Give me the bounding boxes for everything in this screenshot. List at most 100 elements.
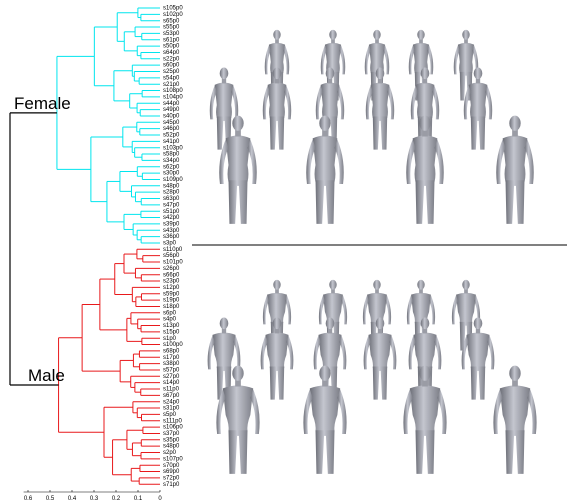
torso (310, 386, 340, 433)
leaf-label: s64p0 (163, 50, 180, 56)
legs (506, 180, 525, 224)
tick-label: 0.6 (24, 496, 33, 502)
page: {"figure": { "groups": [ {"name": "Femal… (0, 0, 567, 503)
legs (270, 367, 284, 400)
leaf-label: s3p0 (163, 241, 177, 247)
leaf-label: s69p0 (163, 469, 180, 475)
leaf-label: s35p0 (163, 437, 180, 443)
body-renders (208, 30, 537, 474)
head (326, 68, 335, 80)
legs (471, 117, 485, 150)
arm (454, 45, 460, 74)
leaf-label: s30p0 (163, 171, 180, 177)
arm (432, 86, 439, 120)
leaf-label: s51p0 (163, 209, 180, 215)
body-render (493, 366, 536, 474)
torso (413, 136, 438, 183)
torso (368, 333, 391, 368)
torso (212, 333, 235, 368)
head (474, 318, 483, 330)
arm (429, 295, 435, 324)
head (273, 30, 280, 40)
head (319, 366, 330, 381)
torso (469, 83, 488, 118)
arm (286, 336, 293, 370)
leaf-label: s46p0 (163, 126, 180, 132)
leaf-label: s54p0 (163, 75, 180, 81)
arm (403, 389, 412, 434)
head (329, 280, 336, 290)
leaf-label: s61p0 (163, 37, 180, 43)
leaf-label: s72p0 (163, 475, 180, 481)
body-render (406, 116, 444, 224)
leaf-label: s45p0 (163, 120, 180, 126)
leaf-label: s111p0 (163, 418, 182, 424)
arm (411, 86, 418, 120)
leaf-label: s52p0 (163, 133, 180, 139)
torso (223, 386, 253, 433)
arm (210, 86, 217, 120)
leaf-label: s41p0 (163, 139, 180, 145)
leaf-label: s47p0 (163, 202, 180, 208)
arm (493, 389, 502, 434)
leaf-label: s34p0 (163, 158, 180, 164)
body-render (403, 366, 446, 474)
body-render (366, 68, 394, 150)
head (220, 318, 229, 330)
leaf-label: s12p0 (163, 285, 180, 291)
leaf-label: s50p0 (163, 44, 180, 50)
leaf-label: s24p0 (163, 399, 180, 405)
arm (339, 45, 345, 74)
arm (487, 336, 494, 370)
leaf-label: s21p0 (163, 82, 180, 88)
leaf-label: s56p0 (163, 253, 180, 259)
legs (506, 430, 525, 474)
leaf-label: s22p0 (163, 56, 180, 62)
leaf-label: s4p0 (163, 317, 177, 323)
head (474, 68, 483, 80)
leaf-label: s39p0 (163, 221, 180, 227)
head (376, 318, 385, 330)
leaf-label: s13p0 (163, 323, 180, 329)
leaf-label: s1p0 (163, 336, 177, 342)
torso (321, 83, 340, 118)
head (376, 68, 385, 80)
legs (471, 367, 485, 400)
tick-label: 0.5 (46, 496, 55, 502)
legs (229, 180, 248, 224)
head (273, 68, 282, 80)
arm (319, 295, 325, 324)
leaf-label: s44p0 (163, 101, 180, 107)
arm (337, 389, 346, 434)
leaf-label: s28p0 (163, 190, 180, 196)
leaf-label: s109p0 (163, 177, 183, 183)
torso (503, 136, 528, 183)
leaf-label: s101p0 (163, 260, 183, 266)
leaf-label: s53p0 (163, 31, 180, 37)
arm (464, 86, 471, 120)
arm (208, 336, 215, 370)
group-label: Male (28, 366, 65, 385)
arm (248, 139, 257, 184)
head (273, 280, 280, 290)
arm (409, 45, 415, 74)
arm (283, 45, 289, 74)
head (373, 280, 380, 290)
arm (437, 389, 446, 434)
arm (485, 86, 492, 120)
head (462, 30, 469, 40)
body-render (306, 116, 344, 224)
head (232, 366, 243, 381)
head (417, 280, 424, 290)
leaf-label: s106p0 (163, 425, 183, 431)
torso (369, 43, 385, 73)
leaf-label: s107p0 (163, 456, 183, 462)
arm (406, 139, 415, 184)
leaf-label: s68p0 (163, 348, 180, 354)
arm (363, 295, 369, 324)
leaf-label: s6p0 (163, 310, 177, 316)
arm (385, 295, 391, 324)
arm (341, 295, 347, 324)
tick-label: 0.2 (112, 496, 121, 502)
arm (231, 86, 238, 120)
